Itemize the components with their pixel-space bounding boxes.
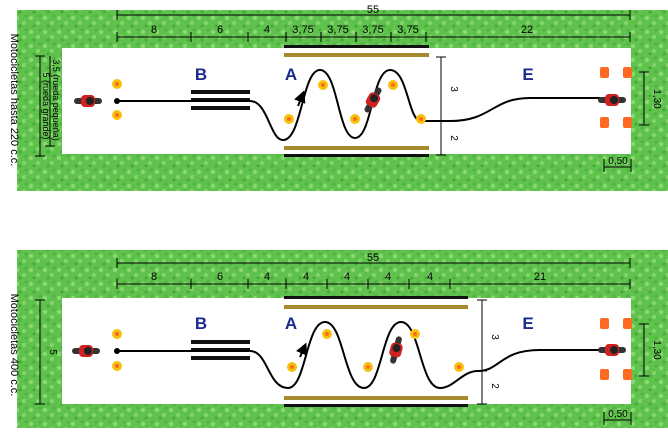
cone-icon (600, 117, 609, 128)
motorcycle-icon (364, 87, 382, 113)
end-gate-cones (600, 67, 632, 128)
track-width-label: 5 (47, 349, 58, 355)
cone-icon (623, 67, 632, 78)
slalom-cones (112, 79, 426, 124)
slalom-lane-bars (284, 296, 468, 407)
zone-b-label: B (195, 65, 207, 84)
segment-label: 8 (151, 271, 157, 283)
bottom-panel: Motocicletas 400 c.c. 55 8 6 4 4 4 4 4 (8, 250, 668, 428)
lane-dim-2: 2 (448, 135, 459, 141)
segment-label: 3,75 (292, 24, 313, 36)
top-side-label: Motocicletas hasta 220 c.c. (8, 34, 20, 167)
top-segment-dimensions: 8 6 4 3,75 3,75 3,75 3,75 22 (116, 24, 631, 42)
motorcycle-icon (389, 336, 403, 364)
segment-label: 3,75 (327, 24, 348, 36)
top-left-dimensions: 3,5 (rueda pequeña) 5 (rueda grande) (35, 55, 61, 157)
segment-label: 6 (217, 271, 223, 283)
top-total-dimension: 55 (116, 4, 631, 20)
slalom-cones (112, 329, 464, 372)
lane-dim-2: 2 (489, 383, 500, 389)
path-arrow (296, 342, 308, 358)
zone-e-label: E (522, 314, 533, 333)
zone-b-label: B (195, 314, 207, 333)
end-gate-cones (600, 318, 632, 380)
slalom-lane-bars (284, 45, 429, 157)
cone-icon (623, 117, 632, 128)
gate-depth-label: 0,50 (608, 156, 628, 167)
bottom-segment-dimensions: 8 6 4 4 4 4 4 21 (116, 271, 631, 289)
cone-icon (416, 114, 426, 124)
cone-icon (112, 110, 122, 120)
gate-width-label: 1,30 (651, 89, 662, 109)
width-small-wheel: 3,5 (rueda pequeña) (51, 59, 61, 141)
segment-label: 4 (264, 271, 270, 283)
bottom-gate-dimensions: 1,30 0,50 (603, 323, 662, 425)
cone-icon (318, 80, 328, 90)
cone-icon (112, 79, 122, 89)
segment-label: 21 (534, 271, 546, 283)
gate-depth-label: 0,50 (608, 409, 628, 420)
segment-label: 4 (427, 271, 433, 283)
start-dot (114, 348, 120, 354)
cone-icon (350, 114, 360, 124)
start-dot (114, 98, 120, 104)
segment-label: 3,75 (397, 24, 418, 36)
motorcycle-icon (598, 94, 626, 106)
path-arrow (294, 90, 306, 107)
gate-width-label: 1,30 (651, 340, 662, 360)
bottom-total-dimension: 55 (116, 252, 631, 268)
riding-path (117, 68, 600, 142)
motorcycle-icon (72, 345, 100, 357)
cone-icon (623, 318, 632, 329)
total-length-label: 55 (367, 252, 379, 264)
total-length-label: 55 (367, 4, 379, 16)
cone-icon (600, 318, 609, 329)
cone-icon (454, 362, 464, 372)
lane-dim-3: 3 (489, 334, 500, 340)
lane-dim-3: 3 (448, 86, 459, 92)
cone-icon (287, 362, 297, 372)
cone-icon (623, 369, 632, 380)
segment-label: 3,75 (362, 24, 383, 36)
segment-label: 4 (344, 271, 350, 283)
motorcycle-icon (74, 95, 102, 107)
cone-icon (600, 369, 609, 380)
cone-icon (410, 329, 420, 339)
bottom-side-label: Motocicletas 400 c.c. (8, 294, 20, 397)
segment-label: 4 (303, 271, 309, 283)
segment-label: 8 (151, 24, 157, 36)
cone-icon (363, 362, 373, 372)
top-gate-dimensions: 1,30 0,50 (603, 71, 662, 172)
zone-a-label: A (285, 65, 297, 84)
cone-icon (600, 67, 609, 78)
segment-label: 22 (521, 24, 533, 36)
cone-icon (284, 114, 294, 124)
segment-label: 4 (385, 271, 391, 283)
riding-path (117, 320, 600, 390)
segment-label: 6 (217, 24, 223, 36)
segment-label: 4 (264, 24, 270, 36)
top-panel: Motocicletas hasta 220 c.c. 55 8 6 4 3,7… (8, 4, 668, 191)
width-large-wheel: 5 (rueda grande) (41, 72, 51, 139)
cone-icon (388, 80, 398, 90)
motorcycle-icon (598, 344, 626, 356)
cone-icon (112, 361, 122, 371)
bottom-left-dimension: 5 (35, 299, 58, 405)
cone-icon (322, 329, 332, 339)
zone-e-label: E (522, 65, 533, 84)
zone-a-label: A (285, 314, 297, 333)
cone-icon (112, 329, 122, 339)
